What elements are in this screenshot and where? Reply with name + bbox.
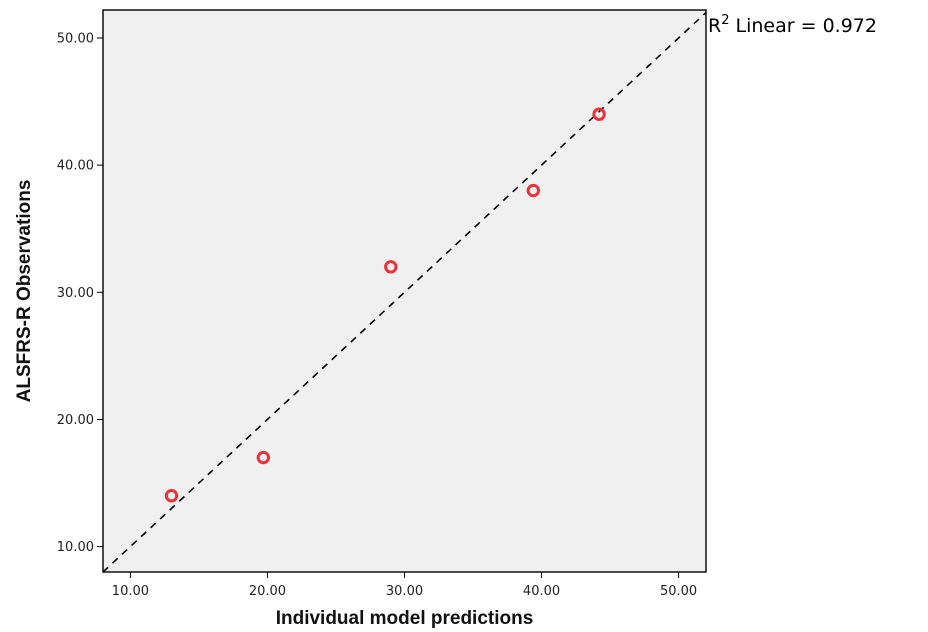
x-tick-label: 30.00 [386,584,423,599]
data-point [592,107,606,121]
y-axis: 10.00 20.00 30.00 40.00 50.00 [57,31,103,555]
data-point [164,489,179,503]
x-axis-title: Individual model predictions [276,608,534,629]
r2-label-prefix: R [708,15,721,37]
data-points [164,107,606,503]
r2-label-superscript: 2 [721,13,729,28]
data-point [384,260,398,274]
y-tick-label: 50.00 [57,31,94,46]
y-tick-label: 30.00 [57,286,94,301]
r2-label-value: Linear = 0.972 [729,15,876,37]
y-axis-title: ALSFRS-R Observations [14,180,35,403]
data-point [526,183,541,198]
x-tick-label: 20.00 [249,584,286,599]
y-tick-label: 20.00 [57,413,94,428]
x-tick-label: 40.00 [523,584,560,599]
r2-label: R2 Linear = 0.972 [708,13,877,37]
data-point [256,450,271,465]
y-tick-label: 10.00 [57,540,94,555]
x-axis: 10.00 20.00 30.00 40.00 50.00 [112,572,697,599]
plot-area [102,9,707,573]
x-tick-label: 50.00 [660,584,697,599]
y-tick-label: 40.00 [57,159,94,174]
x-tick-label: 10.00 [112,584,149,599]
